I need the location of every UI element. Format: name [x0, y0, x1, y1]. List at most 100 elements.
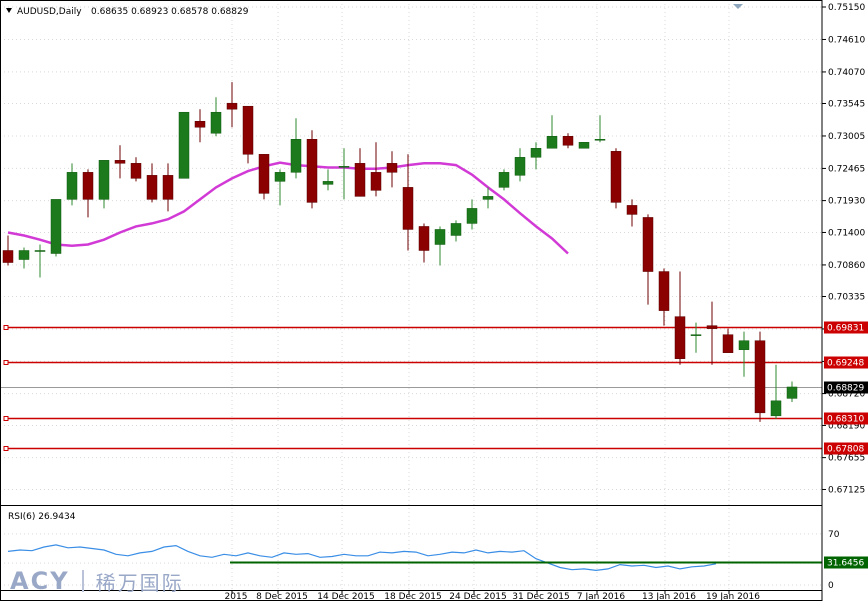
logo-chinese: 稀万国际	[95, 570, 184, 595]
candle-body	[2, 250, 14, 263]
broker-logo: ACY 稀万国际	[10, 566, 184, 596]
candle	[338, 148, 350, 200]
candle	[514, 148, 526, 182]
candle-body	[434, 229, 446, 245]
candle	[194, 109, 206, 143]
candle-body	[146, 175, 158, 200]
candle-body	[690, 334, 702, 336]
chart-grid	[0, 0, 822, 590]
candle-body	[34, 250, 46, 252]
candle-body	[306, 139, 318, 203]
candle	[82, 169, 94, 218]
candle	[354, 148, 366, 197]
candle	[274, 169, 286, 206]
ohlc-values: 0.68635 0.68923 0.68578 0.68829	[91, 7, 249, 17]
candle	[18, 247, 30, 269]
candle-body	[610, 151, 622, 203]
y-tick-label: 0.73005	[828, 132, 865, 142]
y-tick-label: 0.74070	[828, 68, 865, 78]
candle-body	[18, 250, 30, 260]
candle-body	[210, 111, 222, 134]
candle-body	[178, 111, 190, 179]
candle-body	[418, 226, 430, 251]
candle	[66, 163, 78, 206]
candle-body	[82, 172, 94, 200]
y-tick-label: 0.74610	[828, 35, 865, 45]
candle-body	[290, 139, 302, 173]
chevron-down-icon[interactable]	[6, 8, 12, 13]
candle-body	[338, 166, 350, 168]
candle-body	[354, 163, 366, 197]
rsi-panel: RSI(6) 26.94347030031.6456	[0, 512, 868, 591]
candle	[98, 160, 110, 209]
y-tick-label: 0.71930	[828, 197, 865, 207]
candle-body	[98, 160, 110, 200]
logo-brand: ACY	[10, 567, 70, 595]
shift-marker-icon[interactable]	[733, 4, 743, 9]
horizontal-levels[interactable]	[0, 325, 822, 451]
candle-body	[258, 154, 270, 194]
candle	[34, 244, 46, 278]
candle	[578, 142, 590, 149]
candle-body	[66, 172, 78, 200]
y-tick-label: 0.68190	[828, 421, 865, 431]
level-tag	[824, 442, 868, 455]
y-tick-label: 0.68720	[828, 390, 865, 400]
x-tick-label: 8 Dec 2015	[256, 592, 308, 602]
candle-body	[242, 105, 254, 155]
candle-body	[130, 163, 142, 179]
candlesticks	[2, 82, 798, 422]
candle	[178, 111, 190, 179]
candle	[242, 105, 254, 164]
level-handle	[3, 325, 9, 330]
level-handle	[3, 360, 9, 365]
candle	[754, 331, 766, 422]
rsi-tick-label: 0	[828, 581, 834, 591]
candle-body	[738, 340, 750, 350]
x-tick-label: 18 Dec 2015	[384, 592, 442, 602]
level-tag-label: 0.68310	[827, 415, 864, 425]
candle	[402, 154, 414, 251]
candle	[594, 115, 606, 143]
candle	[658, 268, 670, 326]
candle	[290, 118, 302, 179]
candle-body	[514, 157, 526, 176]
candle	[690, 322, 702, 353]
candle	[114, 145, 126, 179]
candle-body	[114, 160, 126, 164]
candle	[498, 169, 510, 191]
candle-body	[162, 175, 174, 200]
y-tick-label: 0.72465	[828, 164, 865, 174]
candle	[610, 148, 622, 209]
y-tick-label: 0.73545	[828, 100, 865, 110]
candle-body	[482, 196, 494, 200]
rsi-line	[7, 544, 717, 572]
candle	[546, 115, 558, 149]
y-tick-label: 0.75150	[828, 3, 865, 13]
current-price-tag	[824, 381, 868, 394]
candle	[322, 169, 334, 191]
level-tag	[824, 356, 868, 369]
candle	[210, 97, 222, 137]
ma-line	[7, 161, 569, 255]
level-tag-label: 0.69831	[827, 324, 864, 334]
candle-body	[562, 136, 574, 146]
candle	[306, 130, 318, 209]
symbol-label: AUDUSD,Daily	[17, 7, 82, 17]
y-tick-label: 0.70860	[828, 261, 865, 271]
candle	[226, 82, 238, 128]
candle-body	[50, 199, 62, 254]
candle	[770, 364, 782, 419]
candle	[738, 331, 750, 377]
candle	[530, 142, 542, 170]
candle-body	[226, 102, 238, 110]
candle-body	[674, 316, 686, 359]
rsi-level-tag	[824, 556, 868, 569]
candle-body	[530, 148, 542, 158]
level-tag	[824, 412, 868, 425]
candle	[370, 142, 382, 197]
candle	[434, 226, 446, 266]
y-tick-label: 0.67655	[828, 454, 865, 464]
candle-body	[770, 400, 782, 417]
